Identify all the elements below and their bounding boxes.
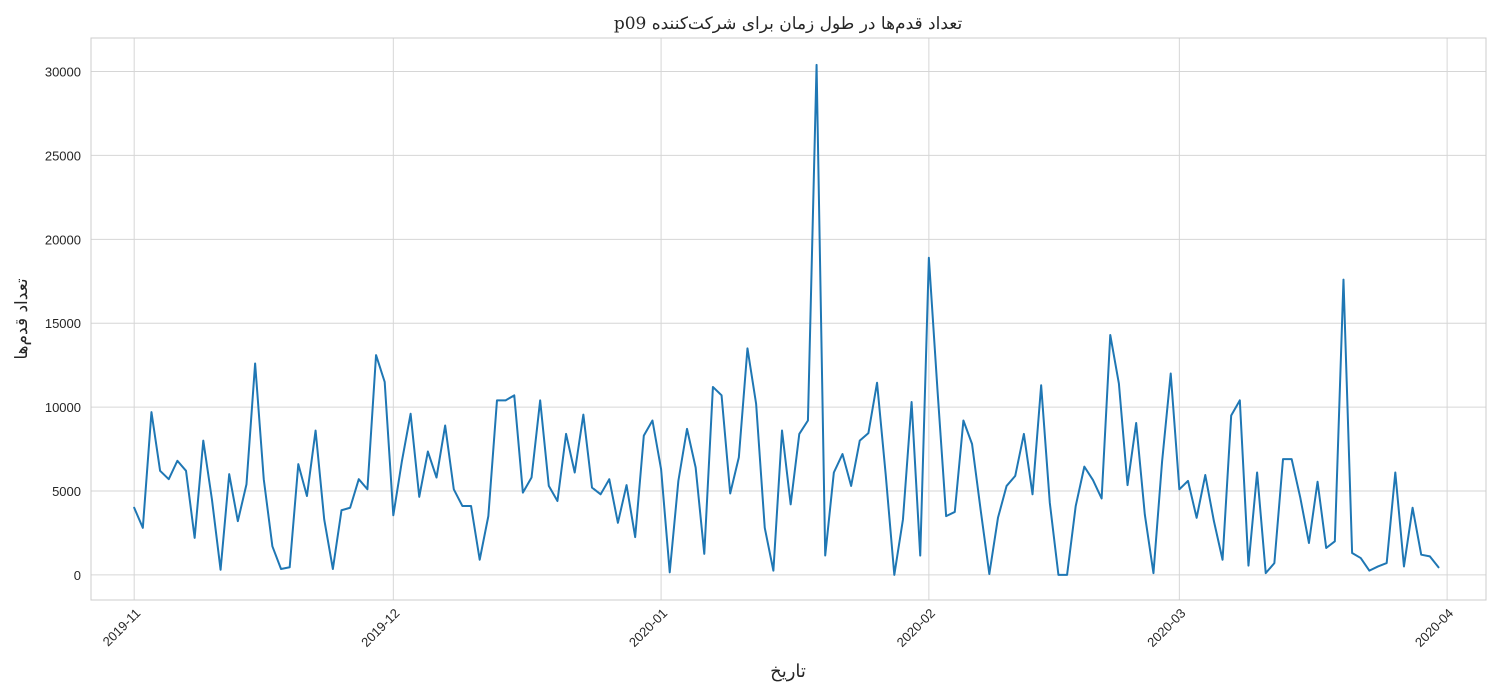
y-tick-label: 25000 [45, 148, 81, 163]
y-tick-label: 15000 [45, 316, 81, 331]
y-tick-label: 20000 [45, 232, 81, 247]
y-tick-label: 10000 [45, 400, 81, 415]
x-axis-label: تاریخ [770, 661, 806, 682]
chart-title: تعداد قدم‌ها در طول زمان برای شرکت‌کننده… [614, 14, 963, 34]
y-axis-label: تعداد قدم‌ها [12, 278, 32, 360]
y-tick-label: 30000 [45, 65, 81, 80]
y-tick-label: 5000 [52, 484, 81, 499]
y-tick-label: 0 [74, 568, 81, 583]
